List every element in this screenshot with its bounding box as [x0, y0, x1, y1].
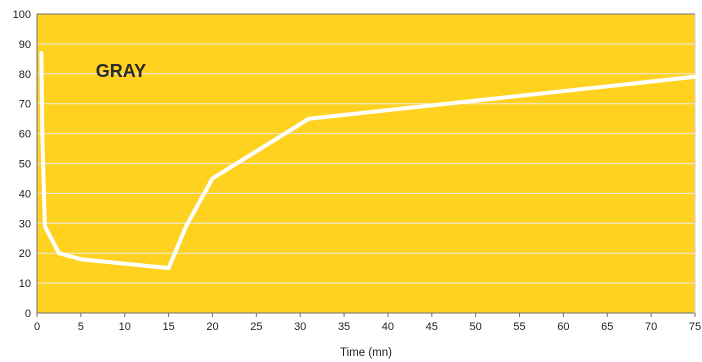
x-tick-label: 15: [162, 321, 174, 333]
x-tick-label: 75: [689, 321, 701, 333]
series-line: [39, 50, 697, 271]
x-axis-title: Time (mn): [340, 347, 392, 359]
x-tick-label: 0: [34, 321, 40, 333]
x-tick-label: 20: [206, 321, 218, 333]
y-tick-label: 90: [19, 39, 31, 51]
x-tick-label: 5: [78, 321, 84, 333]
y-tick-label: 10: [19, 278, 31, 290]
y-tick-label: 20: [19, 248, 31, 260]
y-tick-label: 40: [19, 188, 31, 200]
x-tick-label: 60: [557, 321, 569, 333]
x-tick-label: 30: [294, 321, 306, 333]
annotation-label: GRAY: [96, 61, 146, 81]
y-tick-label: 0: [25, 308, 31, 320]
y-tick-label: 100: [13, 9, 31, 21]
x-tick-label: 25: [250, 321, 262, 333]
x-tick-label: 50: [470, 321, 482, 333]
grid: [36, 13, 696, 314]
y-tick-label: 60: [19, 129, 31, 141]
y-tick-label: 70: [19, 99, 31, 111]
x-tick-label: 40: [382, 321, 394, 333]
x-tick-label: 65: [601, 321, 613, 333]
x-tick-label: 10: [119, 321, 131, 333]
y-tick-label: 80: [19, 69, 31, 81]
y-tick-label: 30: [19, 218, 31, 230]
y-tick-labels: 0 10 20 30 40 50 60 70 80 90 100: [13, 9, 31, 320]
x-tick-label: 55: [513, 321, 525, 333]
x-tick-label: 35: [338, 321, 350, 333]
y-tick-label: 50: [19, 159, 31, 171]
x-tick-label: 45: [426, 321, 438, 333]
x-tick-labels: 0 5 10 15 20 25 30 35 40 45 50 55 60 65 70 75: [34, 313, 701, 333]
x-tick-label: 70: [645, 321, 657, 333]
